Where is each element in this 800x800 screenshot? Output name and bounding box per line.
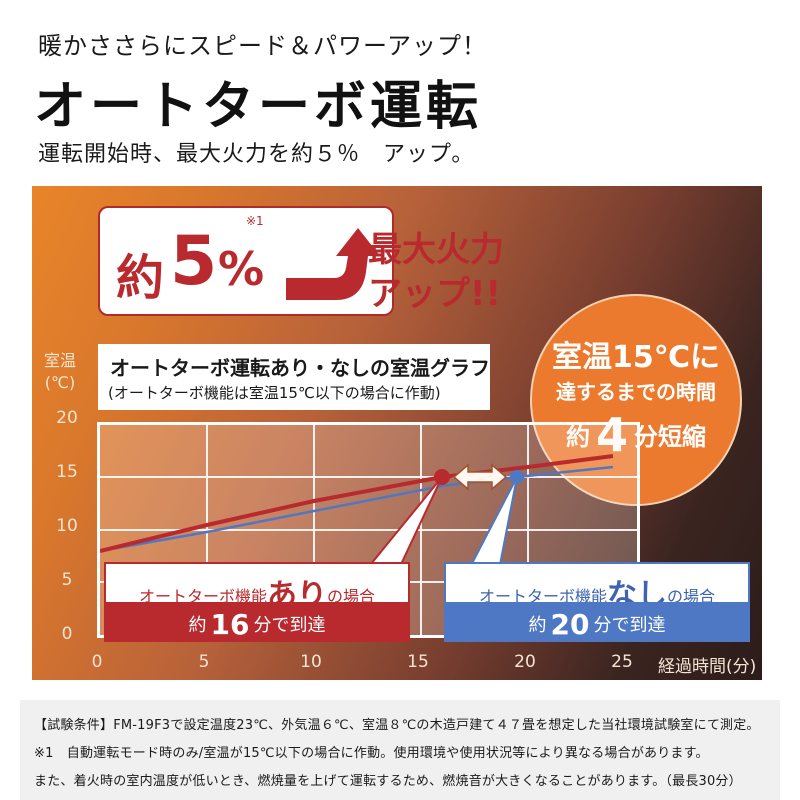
y-axis-label-line1: 室温: [43, 351, 76, 370]
graph-subtitle: (オートターボ機能は室温15℃以下の場合に作動): [108, 384, 441, 402]
promo-line1: 最大火力: [368, 230, 504, 270]
callout-pointer-blue: [464, 476, 518, 576]
callout-with-reach-value: 16: [210, 608, 250, 641]
x-tick: 0: [91, 652, 103, 672]
badge-value: 4: [595, 408, 628, 462]
badge-line2: 達するまでの時間: [556, 380, 716, 404]
x-tick: 10: [300, 652, 322, 672]
graph-title-box: オートターボ運転あり・なしの室温グラフ (オートターボ機能は室温15℃以下の場合…: [98, 344, 490, 410]
up-turn-arrow-icon: [286, 228, 380, 300]
footnotes: 【試験条件】FM-19F3で設定温度23℃、外気温６℃、室温８℃の木造戸建て４７…: [20, 700, 780, 800]
callout-without-reach-value: 20: [550, 608, 590, 641]
headline-description: 運転開始時、最大火力を約５％ アップ。: [38, 142, 475, 167]
footnote-1: ※1 自動運転モード時のみ/室温が15℃以下の場合に作動。使用環境や使用状況等に…: [34, 746, 709, 761]
callout-with-reach-suffix: 分で到達: [253, 615, 326, 636]
badge-suffix: 分短縮: [634, 423, 706, 451]
callout-without-reach-prefix: 約: [528, 615, 547, 636]
badge-line3: 約 4 分短縮: [532, 408, 740, 462]
y-axis-label: 室温 (℃): [40, 350, 80, 394]
callout-with-prefix: オートターボ機能: [138, 587, 267, 606]
x-axis-label: 経過時間(分): [658, 657, 757, 677]
callout-with-reach-prefix: 約: [188, 615, 207, 636]
series-without-turbo: [100, 465, 614, 553]
callout-without-title: オートターボ機能なしの場合: [446, 564, 748, 613]
callout-with-turbo: オートターボ機能ありの場合 約 16 分で到達: [104, 562, 410, 642]
badge-line1: 室温15℃に: [551, 340, 721, 375]
promo-value: 5: [170, 222, 218, 301]
x-tick: 15: [407, 652, 429, 672]
promo-footnote-mark: ※1: [246, 214, 264, 228]
promo-unit: %: [218, 242, 265, 296]
callout-without-prefix: オートターボ機能: [478, 587, 607, 606]
callout-without-suffix: の場合: [667, 587, 716, 606]
promo-line2: アップ!!: [368, 274, 502, 314]
x-tick: 5: [198, 652, 210, 672]
y-tick: 15: [56, 462, 78, 482]
series-with-turbo: [100, 454, 614, 553]
callout-with-title: オートターボ機能ありの場合: [106, 564, 408, 613]
line-chart: [100, 425, 637, 635]
x-tick: 25: [611, 652, 633, 672]
y-tick: 10: [56, 516, 78, 536]
callout-with-reach: 約 16 分で到達: [106, 602, 408, 642]
headline-subtitle: 暖かささらにスピード＆パワーアップ！: [38, 32, 488, 60]
time-saved-badge: 室温15℃に 達するまでの時間 約 4 分短縮: [530, 294, 742, 506]
promo-banner: 約 5 % ※1 最大火力 アップ!!: [98, 206, 504, 316]
footnote-test-conditions: 【試験条件】FM-19F3で設定温度23℃、外気温６℃、室温８℃の木造戸建て４７…: [34, 718, 760, 733]
feature-panel: 約 5 % ※1 最大火力 アップ!! 室温15℃に 達するまでの時間 約 4 分短…: [32, 186, 762, 680]
callout-without-reach-suffix: 分で到達: [593, 615, 666, 636]
y-tick: 20: [56, 408, 78, 428]
callout-with-suffix: の場合: [327, 587, 376, 606]
double-arrow-icon: [452, 463, 508, 491]
footnote-2: また、着火時の室内温度が低いとき、燃焼量を上げて運転するため、燃焼音が大きくなる…: [34, 774, 742, 789]
callout-without-reach: 約 20 分で到達: [446, 602, 748, 642]
y-axis-label-line2: (℃): [44, 373, 76, 392]
y-tick: 5: [61, 570, 73, 590]
page-title: オートターボ運転: [34, 77, 483, 137]
promo-approx: 約: [116, 250, 165, 306]
callout-without-turbo: オートターボ機能なしの場合 約 20 分で到達: [444, 562, 750, 642]
badge-prefix: 約: [565, 423, 590, 451]
y-tick: 0: [61, 624, 73, 644]
graph-title: オートターボ運転あり・なしの室温グラフ: [110, 356, 490, 380]
x-tick: 20: [514, 652, 536, 672]
